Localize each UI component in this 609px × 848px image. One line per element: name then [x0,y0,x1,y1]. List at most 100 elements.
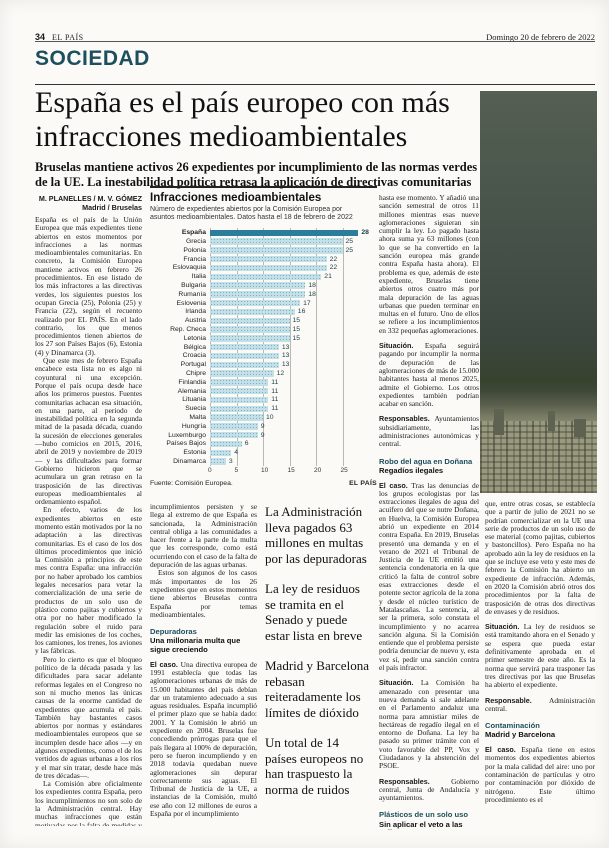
bar-value: 18 [308,282,316,290]
pull-quotes-column: La Administración lleva pagados 63 millo… [265,504,373,812]
bar-category-label: Bélgica [183,343,206,351]
bar-value: 11 [271,396,279,404]
article-column-1: M. PLANELLES / M. V. GÓMEZ Madrid / Brus… [35,194,142,826]
headline: España es el país europeo con más infracc… [35,86,483,154]
bar [210,291,306,298]
chart-bar-row: Eslovenia 17 [150,299,377,308]
body-paragraph: Responsables. Ayuntamientos subsidiariam… [379,414,479,449]
bar [210,326,290,333]
chart-bar-row: Luxemburgo 9 [150,431,377,440]
chart-bar-row: Bélgica 13 [150,343,377,352]
paragraph-lead: Situación. [379,341,425,351]
bar-category-label: Bulgaria [181,282,206,290]
chart-gridline [289,228,291,466]
bar-value: 13 [281,352,290,360]
chart-bar-row: Chipre 12 [150,369,377,378]
bar [210,273,322,280]
bar-category-label: Chipre [185,370,206,378]
bar [210,423,258,430]
bar-value: 25 [345,238,354,246]
header-rule [35,41,595,42]
chart-bar-row: Suecia 11 [150,404,377,413]
chart-title: Infracciones medioambientales [150,192,322,204]
bar-value: 13 [281,343,290,351]
byline: M. PLANELLES / M. V. GÓMEZ [38,194,142,203]
section-rule [35,84,595,85]
chart-bar-row: Hungría 9 [150,422,377,431]
photo-building [494,409,504,435]
body-paragraph: El caso. Una directiva europea de 1991 e… [150,659,257,818]
bar-category-label: Países Bajos [166,440,206,448]
section-title: SOCIEDAD [35,47,150,70]
bar-category-label: Suecia [185,405,206,413]
body-paragraph: En efecto, varios de los expedientes abi… [35,505,142,656]
chart-bar-row: Irlanda 16 [150,308,377,317]
chart-bar-row: Eslovaquia 22 [150,264,377,273]
bar [210,379,269,386]
body-paragraph: El caso. Tras las denuncias de los grupo… [379,480,479,673]
chart-bar-row: Rep. Checa 15 [150,325,377,334]
chart-bar-row: Croacia 13 [150,352,377,361]
pull-quote: Un total de 14 países europeos no han tr… [265,735,364,797]
paragraph-lead: El caso. [150,659,181,669]
bar-value: 10 [266,414,274,422]
paragraph-lead: Responsables. [379,414,435,424]
byline-block: M. PLANELLES / M. V. GÓMEZ Madrid / Brus… [35,194,142,212]
bar-value: 13 [281,361,290,369]
chart-gridline [342,228,344,466]
bar-category-label: Grecia [185,238,206,246]
bar-category-label: Lituania [182,396,206,404]
chart-footer: Fuente: Comisión Europea. EL PAÍS [150,480,377,487]
bar-value: 12 [276,370,285,378]
standfirst: Bruselas mantiene activos 26 expedientes… [35,160,478,189]
case-title: Madrid y Barcelona [485,730,556,740]
body-paragraph: España es el país de la Unión Europea qu… [35,215,142,357]
article-column-2: incumplimientos persisten y se llega al … [150,503,257,833]
bar-value: 28 [361,229,369,237]
bar-value: 16 [297,308,306,316]
body-paragraph: Situación. La ley de residuos se está tr… [485,622,595,690]
bar [210,229,359,236]
body-paragraph: Estos son algunos de los casos más impor… [150,568,257,619]
bar [210,335,290,342]
chart-bar-row: Polonia 25 [150,246,377,255]
bar-value: 21 [324,273,332,281]
paragraph-lead: Responsables. [379,776,452,786]
chart-bar-row: España 28 [150,228,377,237]
bar-value: 18 [308,290,316,298]
pull-quote: La Administración lleva pagados 63 millo… [265,504,367,566]
paragraph-lead: El caso. [379,480,412,490]
axis-tick-label: 5 [234,466,239,474]
body-paragraph: Responsable. Administración central. [485,695,595,713]
axis-tick-label: 20 [314,466,322,474]
paragraph-lead: Situación. [485,622,524,632]
chart-bar-row: Alemania 11 [150,387,377,396]
body-paragraph: Situación. España seguirá pagando por in… [379,341,479,409]
body-paragraph: El caso. España tiene en estos momentos … [485,745,595,804]
axis-tick-label: 25 [340,466,348,474]
chart-bar-row: Austria 15 [150,316,377,325]
chart-bar-row: Italia 21 [150,272,377,281]
case-title: Sin aplicar el veto a las pajitas [379,819,463,830]
body-paragraph: Situación. La Comisión ha amenazado con … [379,678,479,771]
page-number: 34 [35,32,46,42]
article-column-4: hasta ese momento. Y añadió una sanción … [379,194,479,830]
body-paragraph: que, entre otras cosas, se establecía qu… [485,500,595,616]
bar-category-label: Luxemburgo [168,431,206,439]
dateline: Madrid / Bruselas [82,203,142,212]
bar-category-label: Portugal [180,361,206,369]
paragraph-lead: El caso. [485,745,522,755]
chart-bar-row: Lituania 11 [150,396,377,405]
body-paragraph: Responsables. Gobierno central, Junta de… [379,776,479,803]
axis-tick-label: 10 [261,466,269,474]
pull-quote: Madrid y Barcelona rebasan reiteradament… [265,658,369,720]
bar-category-label: Letonia [183,334,206,342]
bar [210,370,274,377]
bar [210,414,263,421]
chart-bar-row: Rumanía 18 [150,290,377,299]
infographic: Infracciones medioambientales Número de … [150,186,377,498]
article-column-5: que, entre otras cosas, se establecía qu… [485,500,595,834]
case-subhead: Depuradoras [150,627,197,637]
bar [210,282,306,289]
bar [210,238,343,245]
